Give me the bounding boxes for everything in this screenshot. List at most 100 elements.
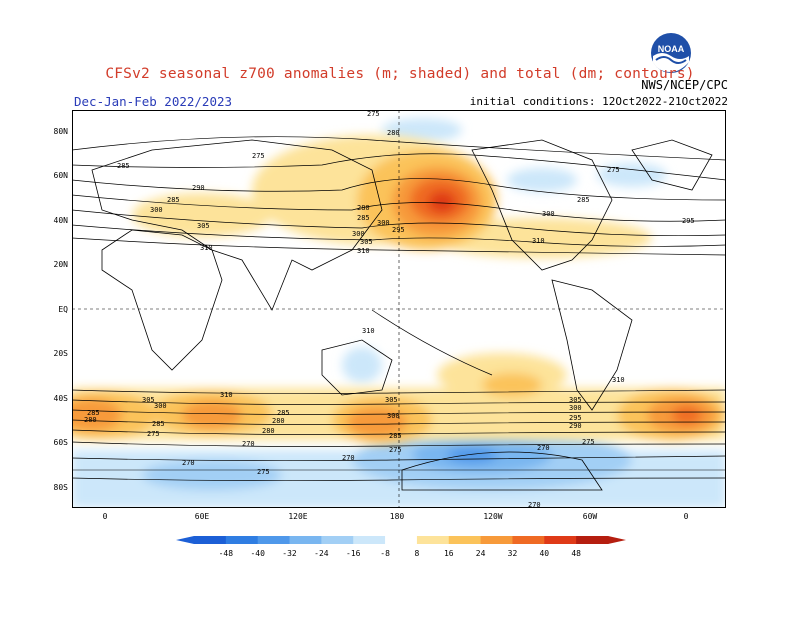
contour-label: 290 [569, 422, 582, 430]
lon-label: 120E [288, 512, 308, 521]
colorbar-swatch [225, 536, 259, 544]
lat-label: 20S [53, 349, 68, 358]
contour-label: 270 [528, 501, 541, 508]
contour-label: 310 [362, 327, 375, 335]
colorbar: -48 -40 -32 -24 -16 -8 8 16 24 32 40 48 [176, 536, 626, 558]
lat-label: EQ [58, 305, 68, 314]
contour-label: 275 [582, 438, 595, 446]
lat-label: 80N [53, 127, 68, 136]
colorbar-tick-label: -32 [282, 549, 297, 558]
colorbar-swatch [321, 536, 354, 544]
lon-label: 180 [389, 512, 405, 521]
anomaly-map: 275 280 275 285 290 285 300 305 310 280 … [72, 110, 726, 508]
lon-label: 0 [683, 512, 689, 521]
lat-label: 60S [53, 438, 68, 447]
contour-label: 300 [377, 219, 390, 227]
lon-label: 0 [102, 512, 108, 521]
season-label: Dec-Jan-Feb 2022/2023 [74, 94, 233, 109]
colorbar-swatch [289, 536, 322, 544]
contour-label: 290 [192, 184, 205, 192]
contour-label: 275 [147, 430, 160, 438]
contour-label: 285 [277, 409, 290, 417]
colorbar-arrow-left [176, 536, 194, 544]
positive-anomaly-shading [72, 135, 726, 444]
noaa-logo: NOAA [650, 32, 692, 74]
contour-label: 280 [387, 129, 400, 137]
chart-title: CFSv2 seasonal z700 anomalies (m; shaded… [105, 66, 695, 82]
contour-label: 280 [262, 427, 275, 435]
contour-label: 295 [682, 217, 695, 225]
colorbar-tick-label: 16 [444, 549, 454, 558]
colorbar-tick-label: 48 [571, 549, 581, 558]
contour-label: 285 [152, 420, 165, 428]
contour-label: 285 [117, 162, 130, 170]
contour-label: 280 [357, 204, 370, 212]
contour-label: 300 [387, 412, 400, 420]
lon-label: 60E [194, 512, 210, 521]
lat-label: 40N [53, 216, 68, 225]
colorbar-arrow-right [608, 536, 626, 544]
lat-label: 20N [53, 260, 68, 269]
contour-label: 275 [257, 468, 270, 476]
colorbar-swatch [257, 536, 291, 544]
colorbar-swatch [576, 536, 609, 544]
colorbar-swatch [385, 536, 418, 544]
contour-label: 305 [142, 396, 155, 404]
contour-label: 305 [385, 396, 398, 404]
contour-label: 275 [607, 166, 620, 174]
colorbar-swatch [416, 536, 450, 544]
contour-label: 300 [352, 230, 365, 238]
colorbar-swatch [194, 536, 227, 544]
contour-label: 275 [367, 110, 380, 118]
colorbar-tick-label: -40 [250, 549, 265, 558]
colorbar-swatch [448, 536, 482, 544]
contour-label: 310 [357, 247, 370, 255]
colorbar-swatch [544, 536, 577, 544]
lat-label: 80S [53, 483, 68, 492]
contour-label: 305 [569, 396, 582, 404]
lat-label: 40S [53, 394, 68, 403]
contour-label: 310 [200, 244, 213, 252]
contour-label: 310 [612, 376, 625, 384]
contour-label: 295 [569, 414, 582, 422]
contour-label: 270 [182, 459, 195, 467]
contour-label: 310 [220, 391, 233, 399]
colorbar-tick-label: -8 [380, 549, 390, 558]
colorbar-tick-label: 24 [476, 549, 486, 558]
contour-label: 305 [197, 222, 210, 230]
contour-label: 275 [389, 446, 402, 454]
lon-label: 60W [582, 512, 598, 521]
colorbar-tick-label: -48 [219, 549, 234, 558]
lon-label: 120W [483, 512, 503, 521]
contour-label: 285 [167, 196, 180, 204]
contour-label: 270 [537, 444, 550, 452]
contour-label: 270 [242, 440, 255, 448]
noaa-logo-text: NOAA [657, 44, 685, 54]
colorbar-swatch [480, 536, 513, 544]
colorbar-ticks: -48 -40 -32 -24 -16 -8 8 16 24 32 40 48 [219, 549, 582, 558]
colorbar-tick-label: 8 [415, 549, 420, 558]
contour-label: 270 [342, 454, 355, 462]
colorbar-tick-label: -16 [346, 549, 361, 558]
colorbar-tick-label: 32 [508, 549, 518, 558]
reference-lines [72, 110, 726, 508]
contour-label: 310 [532, 237, 545, 245]
height-contours [72, 136, 726, 482]
lat-label: 60N [53, 171, 68, 180]
contour-label: 280 [272, 417, 285, 425]
initial-conditions-label: initial conditions: 12Oct2022-21Oct2022 [469, 95, 728, 108]
contour-label: 300 [542, 210, 555, 218]
contour-label: 285 [389, 432, 402, 440]
colorbar-swatch [353, 536, 386, 544]
colorbar-tick-label: -24 [314, 549, 329, 558]
contour-label: 295 [392, 226, 405, 234]
contour-label: 285 [577, 196, 590, 204]
colorbar-tick-label: 40 [539, 549, 549, 558]
contour-label: 300 [154, 402, 167, 410]
contour-label: 285 [357, 214, 370, 222]
credit-label: NWS/NCEP/CPC [641, 78, 728, 92]
contour-label-group: 275 280 275 285 290 285 300 305 310 280 … [84, 110, 695, 508]
contour-label: 275 [252, 152, 265, 160]
contour-label: 300 [569, 404, 582, 412]
contour-label: 305 [360, 238, 373, 246]
